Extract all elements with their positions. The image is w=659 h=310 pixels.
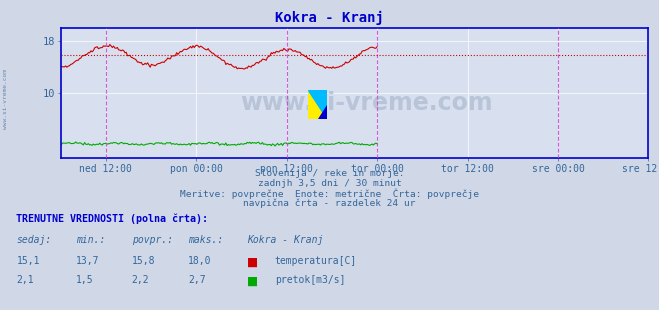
Text: 2,7: 2,7: [188, 275, 206, 285]
Text: 2,1: 2,1: [16, 275, 34, 285]
Text: 15,8: 15,8: [132, 256, 156, 266]
Text: zadnjh 3,5 dni / 30 minut: zadnjh 3,5 dni / 30 minut: [258, 179, 401, 188]
Text: maks.:: maks.:: [188, 235, 223, 245]
Text: Meritve: povprečne  Enote: metrične  Črta: povprečje: Meritve: povprečne Enote: metrične Črta:…: [180, 189, 479, 199]
Text: pretok[m3/s]: pretok[m3/s]: [275, 275, 345, 285]
Text: TRENUTNE VREDNOSTI (polna črta):: TRENUTNE VREDNOSTI (polna črta):: [16, 214, 208, 224]
Text: 1,5: 1,5: [76, 275, 94, 285]
Text: temperatura[C]: temperatura[C]: [275, 256, 357, 266]
Text: povpr.:: povpr.:: [132, 235, 173, 245]
Text: navpična črta - razdelek 24 ur: navpična črta - razdelek 24 ur: [243, 199, 416, 208]
Text: ■: ■: [247, 275, 258, 288]
Polygon shape: [318, 105, 327, 119]
Polygon shape: [308, 90, 327, 119]
Text: 15,1: 15,1: [16, 256, 40, 266]
Text: www.si-vreme.com: www.si-vreme.com: [3, 69, 8, 129]
Text: Slovenija / reke in morje.: Slovenija / reke in morje.: [255, 169, 404, 178]
Text: sedaj:: sedaj:: [16, 235, 51, 245]
Polygon shape: [308, 90, 327, 119]
Text: 2,2: 2,2: [132, 275, 150, 285]
Text: 18,0: 18,0: [188, 256, 212, 266]
Text: min.:: min.:: [76, 235, 105, 245]
Text: ■: ■: [247, 256, 258, 269]
Text: Kokra - Kranj: Kokra - Kranj: [247, 235, 324, 245]
Text: Kokra - Kranj: Kokra - Kranj: [275, 11, 384, 25]
Text: www.si-vreme.com: www.si-vreme.com: [240, 91, 493, 115]
Text: 13,7: 13,7: [76, 256, 100, 266]
